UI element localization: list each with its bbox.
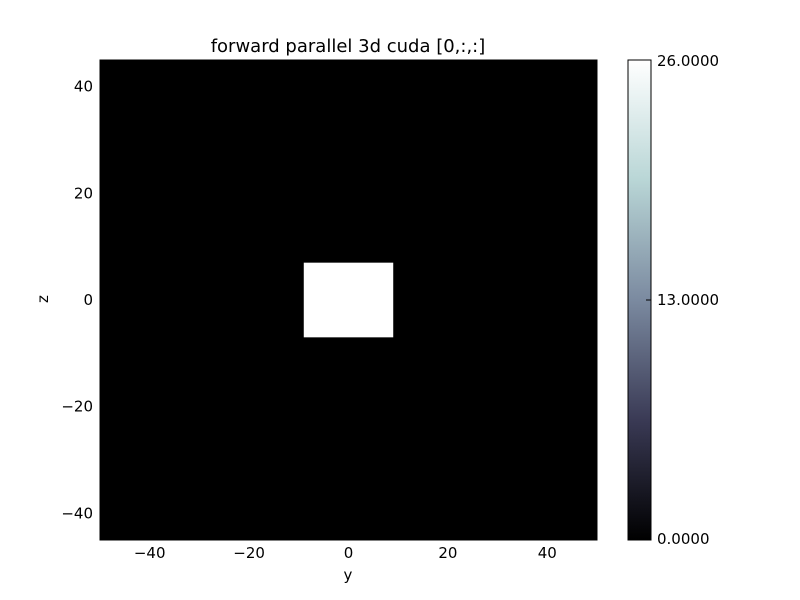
x-tick-label: 20 bbox=[438, 544, 457, 562]
y-tick-label: −40 bbox=[61, 504, 93, 522]
y-tick-label: 40 bbox=[74, 78, 93, 96]
plot-area bbox=[99, 59, 598, 541]
x-tick-label: −40 bbox=[134, 544, 166, 562]
chart-title: forward parallel 3d cuda [0,:,:] bbox=[211, 36, 486, 57]
x-axis-ticks: −40 −20 0 20 40 bbox=[134, 60, 557, 562]
colorbar-tick-label: 13.0000 bbox=[657, 291, 719, 309]
y-tick-label: 0 bbox=[83, 291, 93, 309]
heatmap-regions bbox=[303, 262, 394, 338]
y-axis-ticks: −40 −20 0 20 40 bbox=[61, 78, 597, 522]
x-tick-label: −20 bbox=[233, 544, 265, 562]
colorbar-tick-label: 0.0000 bbox=[657, 530, 710, 548]
x-axis-label: y bbox=[344, 566, 353, 584]
colorbar: 0.0000 13.0000 26.0000 bbox=[627, 52, 719, 548]
colorbar-tick-label: 26.0000 bbox=[657, 52, 719, 70]
y-tick-label: 20 bbox=[74, 184, 93, 202]
y-tick-label: −20 bbox=[61, 398, 93, 416]
x-tick-label: 40 bbox=[538, 544, 557, 562]
x-tick-label: 0 bbox=[344, 544, 354, 562]
colorbar-ticks: 0.0000 13.0000 26.0000 bbox=[646, 52, 719, 548]
heatmap-cell-region bbox=[303, 262, 394, 338]
y-axis-label: z bbox=[34, 295, 52, 303]
